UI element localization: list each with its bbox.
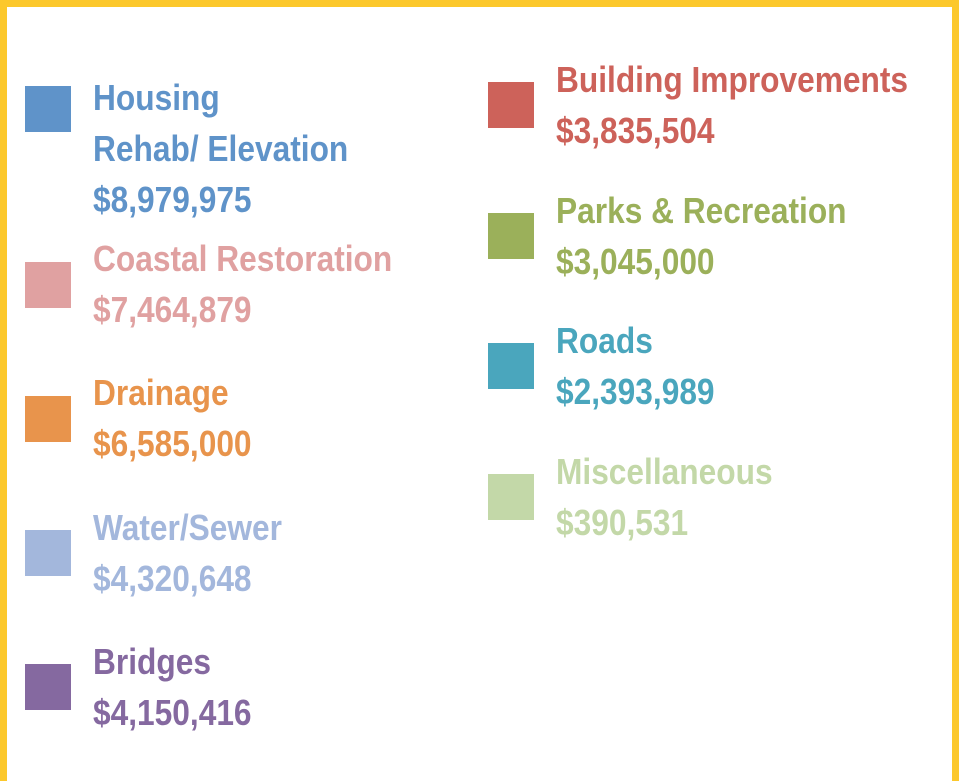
amount-label: $4,150,416 [93, 691, 252, 733]
legend-swatch [25, 664, 71, 710]
legend-entry: Miscellaneous $390,531 [556, 446, 773, 548]
amount-label: $3,045,000 [556, 240, 715, 282]
legend-entry: Water/Sewer $4,320,648 [93, 502, 282, 604]
legend-entry: Bridges $4,150,416 [93, 636, 252, 738]
legend-swatch [25, 530, 71, 576]
legend-swatch [25, 86, 71, 132]
legend-entry: Building Improvements $3,835,504 [556, 54, 908, 156]
category-label: Building Improvements [556, 58, 909, 100]
legend-swatch [25, 396, 71, 442]
category-label: Water/Sewer [93, 506, 282, 548]
legend-swatch [25, 262, 71, 308]
amount-label: $4,320,648 [93, 557, 252, 599]
legend-swatch [488, 82, 534, 128]
legend-entry: Roads $2,393,989 [556, 315, 715, 417]
amount-label: $8,979,975 [93, 178, 252, 220]
amount-label: $6,585,000 [93, 422, 252, 464]
category-label: Housing [93, 76, 220, 118]
amount-label: $3,835,504 [556, 109, 715, 151]
legend-swatch [488, 213, 534, 259]
legend-entry: Drainage $6,585,000 [93, 367, 252, 469]
category-label: Rehab/ Elevation [93, 127, 349, 169]
legend-swatch [488, 343, 534, 389]
legend-swatch [488, 474, 534, 520]
legend-entry: Coastal Restoration $7,464,879 [93, 233, 392, 335]
category-label: Roads [556, 319, 653, 361]
amount-label: $2,393,989 [556, 370, 715, 412]
category-label: Coastal Restoration [93, 237, 393, 279]
legend-entry: Housing Rehab/ Elevation $8,979,975 [93, 72, 348, 225]
amount-label: $390,531 [556, 501, 689, 543]
category-label: Bridges [93, 640, 211, 682]
amount-label: $7,464,879 [93, 288, 252, 330]
category-label: Drainage [93, 371, 229, 413]
legend-entry: Parks & Recreation $3,045,000 [556, 185, 847, 287]
category-label: Miscellaneous [556, 450, 773, 492]
category-label: Parks & Recreation [556, 189, 847, 231]
